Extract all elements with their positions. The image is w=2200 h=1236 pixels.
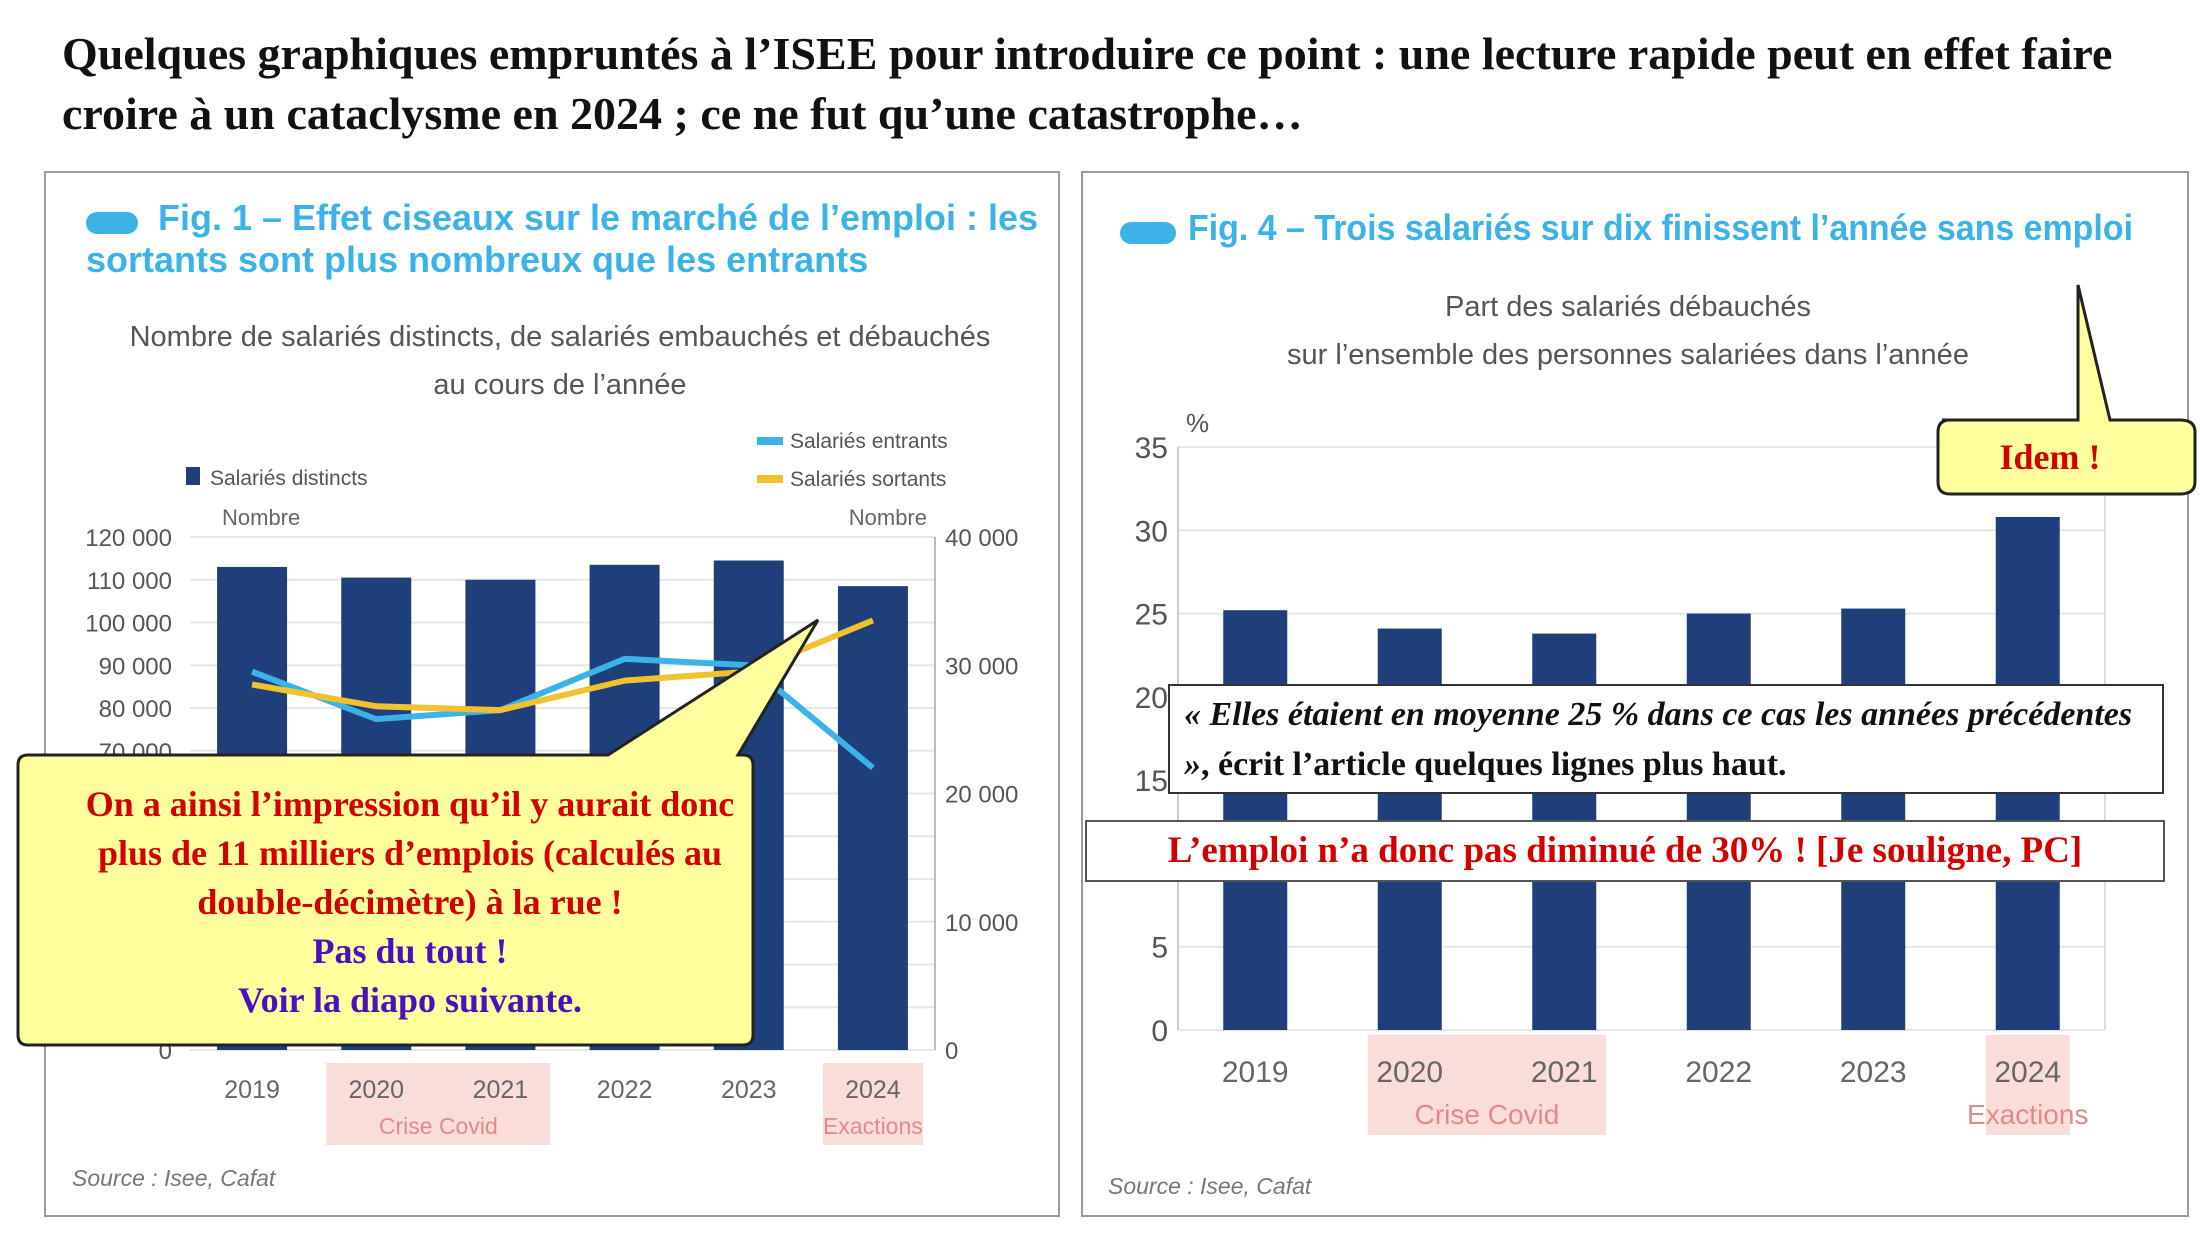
- fig1-y-left-tick: 90 000: [99, 653, 172, 680]
- fig1-y-right-tick: 10 000: [945, 910, 1018, 937]
- fig4-highlight-label: Exactions: [1967, 1099, 2088, 1130]
- fig4-x-tick: 2019: [1222, 1056, 1289, 1089]
- fig4-subtitle-line1: Part des salariés débauchés: [1445, 291, 1811, 323]
- quote-italic: « Elles étaient en moyenne 25 % dans ce …: [1184, 696, 2133, 783]
- fig1-x-tick: 2022: [597, 1076, 653, 1104]
- fig4-highlight-1: [1985, 1035, 2070, 1135]
- bubble1-text: On a ainsi l’impression qu’il y aurait d…: [50, 780, 770, 1025]
- fig4-bar-2023: [1841, 608, 1906, 1030]
- fig1-legend-distincts: Salariés distincts: [210, 467, 368, 490]
- fig1-source: Source : Isee, Cafat: [72, 1165, 277, 1191]
- fig1-y-right-tick: 40 000: [945, 525, 1018, 552]
- fig1-title-pill: [86, 212, 138, 234]
- fig1-x-tick: 2024: [845, 1076, 901, 1104]
- fig1-legend-swatch-entrants: [757, 437, 783, 445]
- fig4-x-tick: 2020: [1376, 1056, 1443, 1089]
- fig1-legend-entrants: Salariés entrants: [790, 430, 948, 453]
- bubble2-text: Idem !: [1999, 437, 2101, 477]
- fig1-y-left-tick: 120 000: [85, 525, 172, 552]
- fig1-legend-swatch-distincts: [186, 467, 200, 485]
- fig1-x-tick: 2023: [721, 1076, 777, 1104]
- fig1-highlight-1: [822, 1063, 923, 1145]
- fig1-y-right-tick: 30 000: [945, 653, 1018, 680]
- slide-title: Quelques graphiques empruntés à l’ISEE p…: [62, 28, 2113, 139]
- fig1-y-left-label: Nombre: [222, 505, 300, 530]
- bubble1-shape: [16, 618, 820, 1047]
- fig1-y-left-tick: 80 000: [99, 696, 172, 723]
- fig1-highlight-0: [326, 1063, 551, 1145]
- fig1-subtitle-line2: au cours de l’année: [433, 369, 686, 401]
- fig1-title-line2: sortants sont plus nombreux que les entr…: [86, 239, 868, 280]
- fig1-x-tick: 2020: [348, 1076, 404, 1104]
- fig4-x-tick: 2021: [1531, 1056, 1598, 1089]
- fig4-title-pill: [1120, 222, 1176, 244]
- fig1-highlight-label: Exactions: [823, 1113, 923, 1139]
- fig4-y-tick: 30: [1135, 515, 1168, 548]
- quote-box: « Elles étaient en moyenne 25 % dans ce …: [1168, 684, 2164, 794]
- fig4-x-tick: 2024: [1994, 1056, 2061, 1089]
- fig4-y-tick: 15: [1135, 765, 1168, 798]
- fig1-legend-swatch-sortants: [757, 475, 783, 483]
- fig1-subtitle-line1: Nombre de salariés distincts, de salarié…: [130, 321, 991, 353]
- fig4-x-tick: 2023: [1840, 1056, 1907, 1089]
- fig1-y-left-tick: 110 000: [87, 568, 172, 595]
- fig4-y-tick: 35: [1135, 432, 1168, 465]
- fig4-source: Source : Isee, Cafat: [1108, 1173, 1313, 1199]
- fig1-y-left-tick: 100 000: [85, 611, 172, 638]
- fig1-x-tick: 2021: [473, 1076, 529, 1104]
- fig4-title: Fig. 4 – Trois salariés sur dix finissen…: [1188, 207, 2133, 248]
- fig4-y-tick: 20: [1135, 682, 1168, 715]
- fig1-legend-sortants: Salariés sortants: [790, 468, 946, 491]
- fig4-y-label: %: [1186, 408, 1209, 438]
- fig4-subtitle-line2: sur l’ensemble des personnes salariées d…: [1287, 339, 1969, 371]
- fig4-y-tick: 0: [1151, 1015, 1168, 1048]
- fig1-x-tick: 2019: [224, 1076, 280, 1104]
- fig1-bar-2024: [837, 586, 908, 1050]
- fig1-highlight-label: Crise Covid: [379, 1113, 498, 1139]
- bubble1-purple-line2: Voir la diapo suivante.: [237, 980, 583, 1020]
- bubble1-purple-line1: Pas du tout !: [312, 931, 508, 971]
- bubble1-red-text: On a ainsi l’impression qu’il y aurait d…: [85, 784, 735, 922]
- fig1-y-right-label: Nombre: [849, 505, 927, 530]
- fig4-highlight-0: [1367, 1035, 1607, 1135]
- fig4-y-tick: 25: [1135, 599, 1168, 632]
- fig1-title: Fig. 1 – Effet ciseaux sur le marché de …: [158, 197, 1038, 238]
- quote-rest: , écrit l’article quelques lignes plus h…: [1201, 746, 1787, 783]
- fig4-y-tick: 5: [1151, 932, 1168, 965]
- fig4-highlight-label: Crise Covid: [1415, 1099, 1560, 1130]
- bubble2-shape: [1936, 284, 2197, 496]
- fig1-y-right-tick: 20 000: [945, 782, 1018, 809]
- emploi-note-box: L’emploi n’a donc pas diminué de 30% ! […: [1085, 820, 2165, 882]
- fig4-x-tick: 2022: [1685, 1056, 1752, 1089]
- fig1-y-right-tick: 0: [945, 1038, 958, 1065]
